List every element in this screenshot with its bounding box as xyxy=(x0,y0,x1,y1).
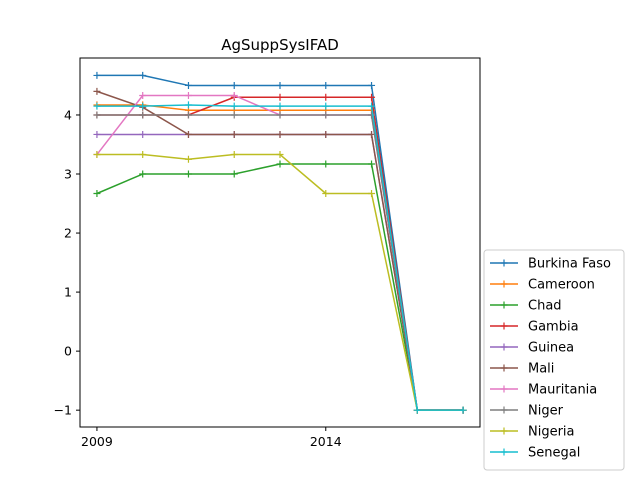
legend-marker xyxy=(500,343,508,351)
data-point xyxy=(230,81,238,89)
legend-label: Cameroon xyxy=(528,278,595,293)
data-point xyxy=(413,406,421,414)
legend-item: Niger xyxy=(490,404,564,419)
data-point xyxy=(230,151,238,159)
legend-label: Senegal xyxy=(528,446,580,461)
series-line xyxy=(96,163,464,411)
data-point xyxy=(230,130,238,138)
y-tick-label: 0 xyxy=(64,344,72,359)
legend-label: Guinea xyxy=(528,341,574,356)
data-point xyxy=(322,81,330,89)
data-point xyxy=(276,130,284,138)
legend-box xyxy=(483,249,625,471)
legend-marker xyxy=(500,427,508,435)
data-point xyxy=(139,102,147,110)
legend-label: Mauritania xyxy=(528,383,597,398)
legend-marker xyxy=(500,322,508,330)
legend-marker xyxy=(500,385,508,393)
data-point xyxy=(184,130,192,138)
data-point xyxy=(368,189,376,197)
data-point xyxy=(322,189,330,197)
data-point xyxy=(93,102,101,110)
data-point xyxy=(184,81,192,89)
data-point xyxy=(184,170,192,178)
data-point xyxy=(139,170,147,178)
legend-label: Burkina Faso xyxy=(528,257,611,272)
data-point xyxy=(322,102,330,110)
legend-marker xyxy=(500,259,508,267)
x-tick-label: 2014 xyxy=(310,434,342,449)
data-point xyxy=(139,151,147,159)
data-point xyxy=(459,406,467,414)
legend-item: Chad xyxy=(490,299,562,314)
data-point xyxy=(184,101,192,109)
data-point xyxy=(93,151,101,159)
data-point xyxy=(93,87,101,95)
data-point xyxy=(276,102,284,110)
legend-label: Niger xyxy=(528,404,564,419)
data-point xyxy=(322,130,330,138)
data-point xyxy=(139,71,147,79)
legend-item: Mauritania xyxy=(490,383,597,398)
plot-frame xyxy=(79,57,481,428)
y-tick-label: 2 xyxy=(64,226,72,241)
y-tick-label: 4 xyxy=(64,107,72,122)
data-point xyxy=(93,130,101,138)
legend: Burkina Faso Cameroon Chad Gambia Guinea Mali… xyxy=(483,249,625,471)
x-tick-label: 2009 xyxy=(81,434,113,449)
y-tick-label: 1 xyxy=(64,285,72,300)
data-point xyxy=(276,151,284,159)
legend-item: Cameroon xyxy=(490,278,595,293)
data-point xyxy=(276,93,284,101)
legend-marker xyxy=(500,406,508,414)
data-point xyxy=(322,160,330,168)
data-point xyxy=(230,111,238,119)
y-tick-label: 3 xyxy=(64,167,72,182)
series-senegal xyxy=(93,101,467,414)
data-point xyxy=(139,91,147,99)
legend-item: Senegal xyxy=(490,446,580,461)
data-point xyxy=(276,160,284,168)
legend-item: Guinea xyxy=(490,341,574,356)
legend-label: Gambia xyxy=(528,320,579,335)
data-point xyxy=(230,91,238,99)
legend-item: Nigeria xyxy=(490,425,575,440)
y-tick-label: −1 xyxy=(54,403,72,418)
data-point xyxy=(322,111,330,119)
data-point xyxy=(184,111,192,119)
legend-item: Mali xyxy=(490,362,554,377)
data-point xyxy=(230,102,238,110)
data-point xyxy=(184,155,192,163)
data-point xyxy=(368,160,376,168)
x-axis: 2009 2014 xyxy=(81,427,342,449)
data-point xyxy=(276,81,284,89)
data-point xyxy=(93,71,101,79)
legend-marker xyxy=(500,448,508,456)
data-point xyxy=(93,111,101,119)
series-group xyxy=(93,71,467,414)
legend-item: Burkina Faso xyxy=(490,257,611,272)
data-point xyxy=(368,111,376,119)
data-point xyxy=(276,111,284,119)
data-point xyxy=(368,102,376,110)
legend-marker xyxy=(500,364,508,372)
y-axis: −1 0 1 2 3 4 xyxy=(54,107,80,418)
chart-title: AgSuppSysIFAD xyxy=(221,36,339,54)
data-point xyxy=(139,111,147,119)
legend-label: Nigeria xyxy=(528,425,575,440)
legend-item: Gambia xyxy=(490,320,579,335)
data-point xyxy=(184,91,192,99)
legend-marker xyxy=(500,280,508,288)
legend-label: Chad xyxy=(528,299,562,314)
data-point xyxy=(139,130,147,138)
legend-marker xyxy=(500,301,508,309)
series-line xyxy=(96,153,464,411)
legend-label: Mali xyxy=(528,362,554,377)
data-point xyxy=(322,93,330,101)
data-point xyxy=(230,170,238,178)
data-point xyxy=(368,81,376,89)
data-point xyxy=(93,189,101,197)
data-point xyxy=(368,93,376,101)
